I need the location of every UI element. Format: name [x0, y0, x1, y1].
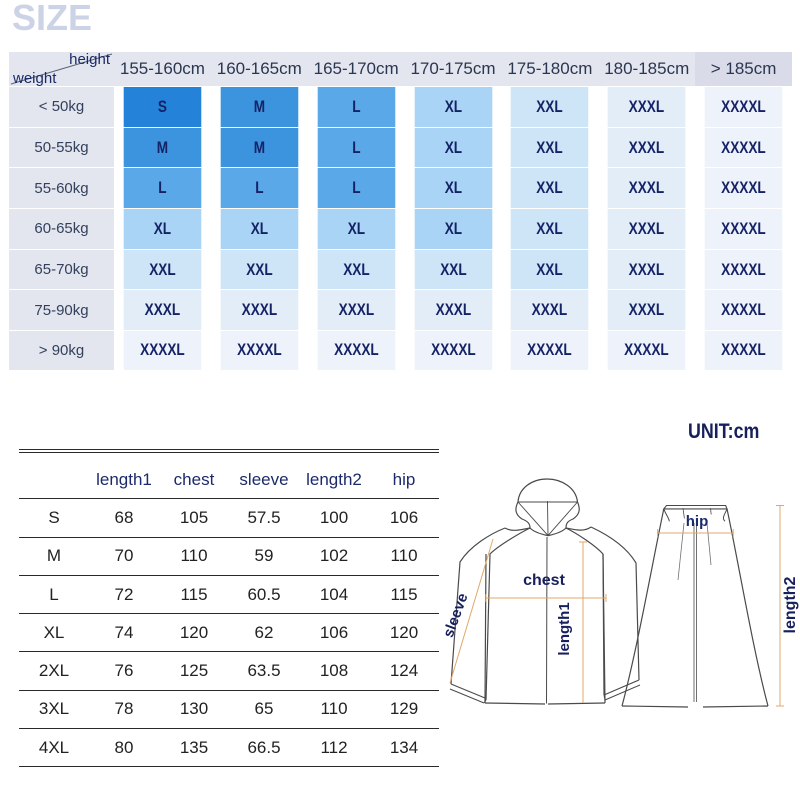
svg-text:sleeve: sleeve — [440, 591, 472, 640]
svg-text:length2: length2 — [782, 576, 799, 633]
svg-text:length1: length1 — [556, 602, 573, 655]
svg-text:hip: hip — [686, 513, 709, 530]
svg-text:chest: chest — [523, 572, 565, 589]
